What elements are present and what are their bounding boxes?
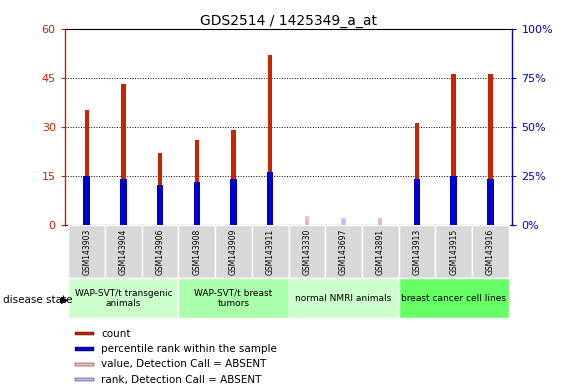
Bar — [450, 176, 457, 225]
Bar — [252, 225, 289, 278]
Text: GSM143909: GSM143909 — [229, 228, 238, 275]
Text: GSM143906: GSM143906 — [155, 228, 164, 275]
Bar — [120, 179, 127, 225]
Bar — [83, 176, 90, 225]
Bar — [215, 225, 252, 278]
Bar — [452, 74, 456, 172]
Bar — [488, 74, 493, 176]
Bar — [325, 225, 362, 278]
Text: rank, Detection Call = ABSENT: rank, Detection Call = ABSENT — [101, 375, 262, 384]
Bar — [84, 111, 89, 225]
Bar — [415, 123, 419, 176]
Bar — [452, 74, 456, 225]
Text: percentile rank within the sample: percentile rank within the sample — [101, 344, 277, 354]
Bar — [105, 225, 142, 278]
Bar — [341, 218, 346, 225]
Bar — [69, 225, 105, 278]
Bar — [378, 218, 382, 225]
Bar — [231, 130, 236, 176]
Bar — [472, 225, 508, 278]
Text: disease state: disease state — [3, 295, 72, 305]
Text: GSM143904: GSM143904 — [119, 228, 128, 275]
Bar — [289, 278, 399, 318]
Bar — [362, 225, 399, 278]
Bar — [267, 172, 274, 225]
Bar — [195, 140, 199, 225]
Bar — [69, 278, 178, 318]
Bar — [414, 179, 420, 225]
Bar — [399, 225, 435, 278]
Bar — [399, 278, 508, 318]
Text: ▶: ▶ — [61, 295, 68, 305]
Text: GSM143697: GSM143697 — [339, 228, 348, 275]
Bar — [379, 220, 382, 225]
Text: value, Detection Call = ABSENT: value, Detection Call = ABSENT — [101, 359, 266, 369]
Text: count: count — [101, 329, 131, 339]
Text: GSM143891: GSM143891 — [376, 228, 385, 275]
Bar — [75, 378, 93, 381]
Bar — [178, 278, 289, 318]
Text: normal NMRI animals: normal NMRI animals — [296, 294, 392, 303]
Bar — [488, 74, 493, 225]
Text: GSM143903: GSM143903 — [82, 228, 91, 275]
Bar — [142, 225, 178, 278]
Text: GSM143330: GSM143330 — [302, 228, 311, 275]
Bar — [75, 332, 93, 335]
Bar — [158, 153, 162, 182]
Text: GSM143915: GSM143915 — [449, 228, 458, 275]
Text: GSM143913: GSM143913 — [413, 228, 422, 275]
Text: WAP-SVT/t transgenic
animals: WAP-SVT/t transgenic animals — [75, 289, 172, 308]
Bar — [178, 225, 215, 278]
Bar — [231, 130, 236, 225]
Bar — [195, 140, 199, 179]
Text: breast cancer cell lines: breast cancer cell lines — [401, 294, 506, 303]
Text: GSM143908: GSM143908 — [193, 228, 202, 275]
Bar — [342, 220, 345, 225]
Title: GDS2514 / 1425349_a_at: GDS2514 / 1425349_a_at — [200, 14, 377, 28]
Bar — [415, 124, 419, 225]
Text: WAP-SVT/t breast
tumors: WAP-SVT/t breast tumors — [194, 289, 272, 308]
Bar — [75, 362, 93, 366]
Bar — [268, 55, 272, 169]
Bar — [121, 84, 126, 225]
Bar — [289, 225, 325, 278]
Bar — [435, 225, 472, 278]
Bar — [121, 84, 126, 176]
Bar — [306, 220, 308, 225]
Bar — [487, 179, 494, 225]
Text: GSM143916: GSM143916 — [486, 228, 495, 275]
Bar — [75, 347, 93, 351]
Bar — [305, 217, 309, 225]
Bar — [84, 111, 89, 172]
Bar — [158, 153, 162, 225]
Bar — [268, 55, 272, 225]
Text: GSM143911: GSM143911 — [266, 228, 275, 275]
Bar — [194, 182, 200, 225]
Bar — [157, 185, 163, 225]
Bar — [230, 179, 237, 225]
